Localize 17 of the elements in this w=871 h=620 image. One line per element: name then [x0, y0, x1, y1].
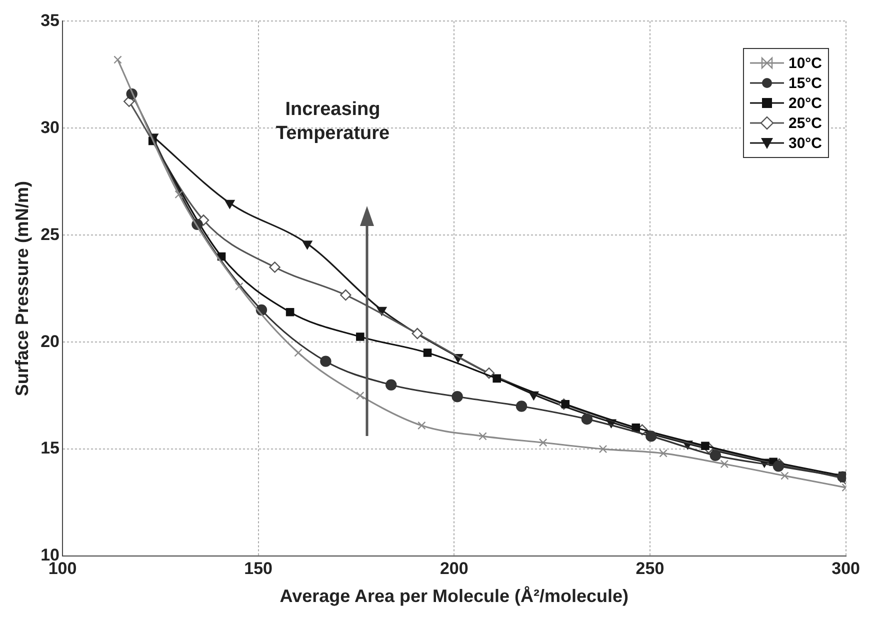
legend-label: 10°C	[788, 54, 822, 72]
legend-label: 30°C	[788, 134, 822, 152]
x-axis-title: Average Area per Molecule (Å²/molecule)	[280, 586, 629, 606]
x-tick-label: 300	[832, 558, 860, 578]
y-tick-label: 30	[40, 118, 60, 137]
y-tick-label: 20	[40, 332, 60, 351]
x-tick-label: 150	[244, 558, 273, 578]
y-axis-title: Surface Pressure (mN/m)	[12, 181, 32, 396]
legend-label: 25°C	[788, 114, 822, 132]
y-tick-label: 15	[40, 438, 60, 458]
y-tick-label: 35	[40, 10, 60, 30]
y-tick-label: 25	[40, 224, 60, 244]
legend-label: 15°C	[788, 74, 822, 92]
annotation: Increasing Temperature	[276, 98, 390, 144]
legend-label: 20°C	[788, 94, 822, 112]
x-tick-label: 200	[440, 558, 468, 578]
x-tick-label: 250	[636, 558, 664, 578]
